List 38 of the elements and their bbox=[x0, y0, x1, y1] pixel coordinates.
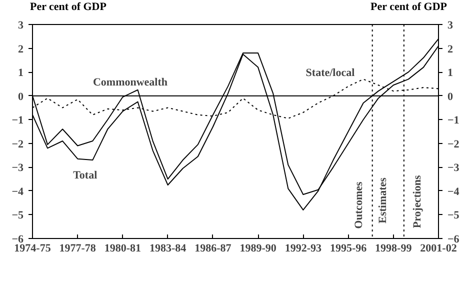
y2-tick-label: −6 bbox=[448, 234, 460, 246]
y2-tick-label: 3 bbox=[448, 20, 454, 32]
annotation: Outcomes bbox=[352, 180, 365, 229]
y-tick-label: 2 bbox=[18, 43, 24, 56]
x-tick-label: 1998-99 bbox=[375, 242, 412, 254]
y2-tick-label: 1 bbox=[448, 67, 453, 80]
y-tick-label: −5 bbox=[12, 210, 24, 222]
x-tick-label: 1989-90 bbox=[240, 242, 277, 254]
y2-tick-label: −1 bbox=[448, 114, 460, 127]
y-tick-label: −6 bbox=[12, 234, 24, 246]
y-tick-label: −1 bbox=[12, 114, 24, 127]
x-tick-label: 1980-81 bbox=[104, 242, 142, 254]
y2-tick-label: 0 bbox=[448, 90, 454, 103]
y-tick-label: 3 bbox=[18, 20, 24, 32]
annotation: Projections bbox=[411, 174, 424, 228]
annotation: Total bbox=[73, 169, 98, 182]
x-tick-label: 1995-96 bbox=[330, 242, 368, 254]
annotation: Commonwealth bbox=[92, 76, 168, 89]
x-tick-label: 1983-84 bbox=[150, 242, 187, 254]
y-tick-label: 0 bbox=[18, 90, 24, 103]
y2-tick-label: −4 bbox=[448, 186, 460, 198]
annotation: Estimates bbox=[376, 176, 389, 224]
y-tick-label: −4 bbox=[12, 186, 24, 198]
y-tick-label: −3 bbox=[12, 162, 24, 174]
x-tick-label: 1974-75 bbox=[14, 242, 52, 254]
y-tick-label: 1 bbox=[18, 67, 24, 80]
y2-axis-title: Per cent of GDP bbox=[370, 0, 447, 16]
x-tick-label: 2001-02 bbox=[420, 242, 458, 254]
y2-tick-label: −2 bbox=[448, 138, 460, 150]
y2-tick-label: 2 bbox=[448, 43, 454, 56]
x-tick-label: 1992-93 bbox=[284, 242, 322, 254]
y-tick-label: −2 bbox=[12, 138, 24, 150]
annotation: State/local bbox=[306, 66, 355, 79]
x-tick-label: 1986-87 bbox=[194, 242, 232, 254]
y-axis-title: Per cent of GDP bbox=[30, 0, 106, 16]
x-tick-label: 1977-78 bbox=[59, 242, 96, 254]
y2-tick-label: −5 bbox=[448, 210, 460, 222]
y2-tick-label: −3 bbox=[448, 162, 460, 174]
